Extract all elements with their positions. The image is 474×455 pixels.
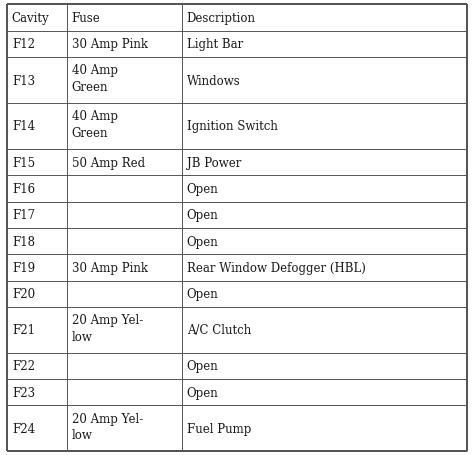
Text: F18: F18 bbox=[12, 235, 35, 248]
Text: F14: F14 bbox=[12, 120, 35, 133]
Text: F23: F23 bbox=[12, 386, 35, 399]
Text: 50 Amp Red: 50 Amp Red bbox=[72, 156, 145, 169]
Text: Cavity: Cavity bbox=[12, 12, 49, 25]
Text: Description: Description bbox=[187, 12, 255, 25]
Text: F21: F21 bbox=[12, 324, 35, 337]
Text: Windows: Windows bbox=[187, 75, 240, 87]
Text: 30 Amp Pink: 30 Amp Pink bbox=[72, 38, 147, 51]
Bar bbox=[7, 176, 467, 202]
Text: Light Bar: Light Bar bbox=[187, 38, 243, 51]
Bar bbox=[7, 32, 467, 58]
Bar bbox=[7, 228, 467, 255]
Text: F12: F12 bbox=[12, 38, 35, 51]
Text: 40 Amp
Green: 40 Amp Green bbox=[72, 64, 118, 94]
Text: F13: F13 bbox=[12, 75, 35, 87]
Text: A/C Clutch: A/C Clutch bbox=[187, 324, 251, 337]
Text: F16: F16 bbox=[12, 182, 35, 196]
Text: 20 Amp Yel-
low: 20 Amp Yel- low bbox=[72, 313, 143, 343]
Text: F19: F19 bbox=[12, 261, 35, 274]
Text: F24: F24 bbox=[12, 422, 35, 435]
Bar bbox=[7, 255, 467, 281]
Bar bbox=[7, 281, 467, 307]
Bar bbox=[7, 104, 467, 150]
Text: 30 Amp Pink: 30 Amp Pink bbox=[72, 261, 147, 274]
Bar bbox=[7, 379, 467, 405]
Bar bbox=[7, 202, 467, 228]
Bar bbox=[7, 307, 467, 353]
Text: 20 Amp Yel-
low: 20 Amp Yel- low bbox=[72, 412, 143, 441]
Text: 40 Amp
Green: 40 Amp Green bbox=[72, 110, 118, 140]
Text: Open: Open bbox=[187, 235, 219, 248]
Text: Rear Window Defogger (HBL): Rear Window Defogger (HBL) bbox=[187, 261, 365, 274]
Text: Fuel Pump: Fuel Pump bbox=[187, 422, 251, 435]
Bar bbox=[7, 58, 467, 104]
Text: Open: Open bbox=[187, 359, 219, 373]
Text: F22: F22 bbox=[12, 359, 35, 373]
Bar bbox=[7, 353, 467, 379]
Bar bbox=[7, 150, 467, 176]
Text: Open: Open bbox=[187, 386, 219, 399]
Text: Open: Open bbox=[187, 209, 219, 222]
Text: JB Power: JB Power bbox=[187, 156, 241, 169]
Text: F17: F17 bbox=[12, 209, 35, 222]
Text: F20: F20 bbox=[12, 288, 35, 301]
Text: Ignition Switch: Ignition Switch bbox=[187, 120, 277, 133]
Text: Fuse: Fuse bbox=[72, 12, 100, 25]
Text: Open: Open bbox=[187, 182, 219, 196]
Bar bbox=[7, 405, 467, 451]
Text: Open: Open bbox=[187, 288, 219, 301]
Text: F15: F15 bbox=[12, 156, 35, 169]
